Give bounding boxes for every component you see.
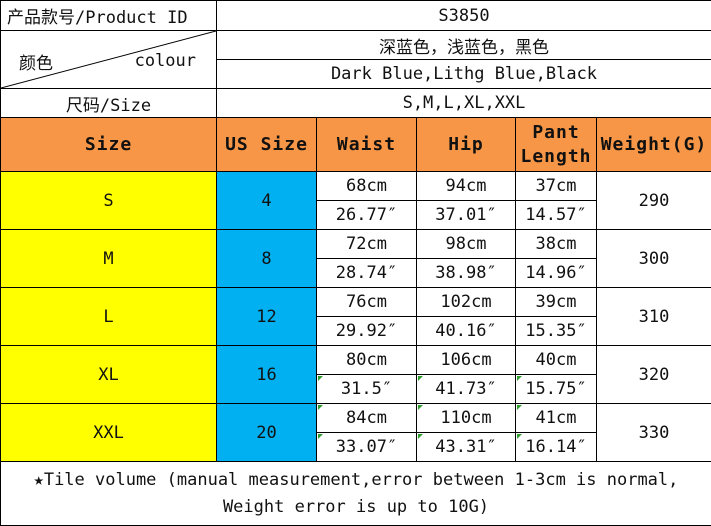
hip-in-cell: 37.01″ [416, 200, 516, 230]
header-us-size: US Size [216, 117, 317, 172]
waist-in-cell: 29.92″ [316, 316, 417, 346]
colour-value-en: Dark Blue,Lithg Blue,Black [216, 59, 711, 89]
hip-cm-cell: 98cm [416, 229, 516, 259]
header-hip: Hip [416, 117, 516, 172]
hip-cm-cell: 110cm [416, 403, 516, 433]
colour-label-en: colour [134, 51, 196, 71]
table-row: M 8 72cm 98cm 38cm 300 [0, 229, 711, 288]
size-label: 尺码/Size [0, 88, 217, 118]
colour-label-cn: 颜色 [19, 54, 53, 74]
waist-cm-cell: 72cm [316, 229, 417, 259]
weight-cell: 310 [596, 287, 711, 346]
weight-cell: 330 [596, 403, 711, 462]
colour-row-cn: 颜色 colour 深蓝色，浅蓝色，黑色 [0, 30, 711, 89]
us-size-cell: 16 [216, 345, 317, 404]
length-cm-cell: 37cm [515, 171, 597, 201]
us-size-cell: 20 [216, 403, 317, 462]
header-weight: Weight(G) [596, 117, 711, 172]
length-cm-cell: 40cm [515, 345, 597, 375]
hip-cm-cell: 106cm [416, 345, 516, 375]
note-row: ★Tile volume (manual measurement,error b… [0, 461, 711, 526]
length-in-cell: 15.75″ [515, 374, 597, 404]
size-list-row: 尺码/Size S,M,L,XL,XXL [0, 88, 711, 118]
waist-in-cell: 33.07″ [316, 432, 417, 462]
weight-cell: 300 [596, 229, 711, 288]
size-cell: XXL [0, 403, 217, 462]
waist-in-cell: 28.74″ [316, 258, 417, 288]
length-in-cell: 14.57″ [515, 200, 597, 230]
us-size-cell: 12 [216, 287, 317, 346]
waist-in-cell: 31.5″ [316, 374, 417, 404]
table-row: XXL 20 84cm 110cm 41cm 330 [0, 403, 711, 462]
hip-in-cell: 38.98″ [416, 258, 516, 288]
header-pant-length: Pant Length [515, 117, 597, 172]
length-in-cell: 16.14″ [515, 432, 597, 462]
hip-in-cell: 40.16″ [416, 316, 516, 346]
colour-row-en: Dark Blue,Lithg Blue,Black [1, 59, 711, 89]
table-row: L 12 76cm 102cm 39cm 310 [0, 287, 711, 346]
hip-cm-cell: 102cm [416, 287, 516, 317]
table-row: 33.07″ 43.31″ 16.14″ [1, 432, 711, 462]
length-cm-cell: 41cm [515, 403, 597, 433]
waist-cm-cell: 84cm [316, 403, 417, 433]
length-cm-cell: 38cm [515, 229, 597, 259]
us-size-cell: 4 [216, 171, 317, 230]
waist-cm-cell: 76cm [316, 287, 417, 317]
us-size-cell: 8 [216, 229, 317, 288]
length-cm-cell: 39cm [515, 287, 597, 317]
weight-cell: 290 [596, 171, 711, 230]
size-value: S,M,L,XL,XXL [216, 88, 711, 118]
product-id-label: 产品款号/Product ID [0, 0, 217, 31]
measurement-note: ★Tile volume (manual measurement,error b… [0, 461, 711, 526]
hip-cm-cell: 94cm [416, 171, 516, 201]
product-id-row: 产品款号/Product ID S3850 [0, 0, 711, 31]
size-cell: S [0, 171, 217, 230]
weight-cell: 320 [596, 345, 711, 404]
diagonal-line [1, 31, 216, 88]
length-in-cell: 15.35″ [515, 316, 597, 346]
waist-cm-cell: 80cm [316, 345, 417, 375]
header-row: Size US Size Waist Hip Pant Length Weigh… [0, 117, 711, 172]
table-row: XL 16 80cm 106cm 40cm 320 [0, 345, 711, 404]
colour-label-cell: 颜色 colour [0, 30, 217, 89]
header-waist: Waist [316, 117, 417, 172]
waist-cm-cell: 68cm [316, 171, 417, 201]
colour-value-cn: 深蓝色，浅蓝色，黑色 [216, 30, 711, 60]
table-row: S 4 68cm 94cm 37cm 290 [0, 171, 711, 230]
header-pant-length-line2: Length [520, 145, 592, 167]
hip-in-cell: 43.31″ [416, 432, 516, 462]
hip-in-cell: 41.73″ [416, 374, 516, 404]
waist-in-cell: 26.77″ [316, 200, 417, 230]
product-id-value: S3850 [216, 0, 711, 31]
size-cell: L [0, 287, 217, 346]
length-in-cell: 14.96″ [515, 258, 597, 288]
table-row: 29.92″ 40.16″ 15.35″ [1, 316, 711, 346]
header-size: Size [0, 117, 217, 172]
size-cell: M [0, 229, 217, 288]
size-cell: XL [0, 345, 217, 404]
header-pant-length-line1: Pant [532, 121, 580, 143]
